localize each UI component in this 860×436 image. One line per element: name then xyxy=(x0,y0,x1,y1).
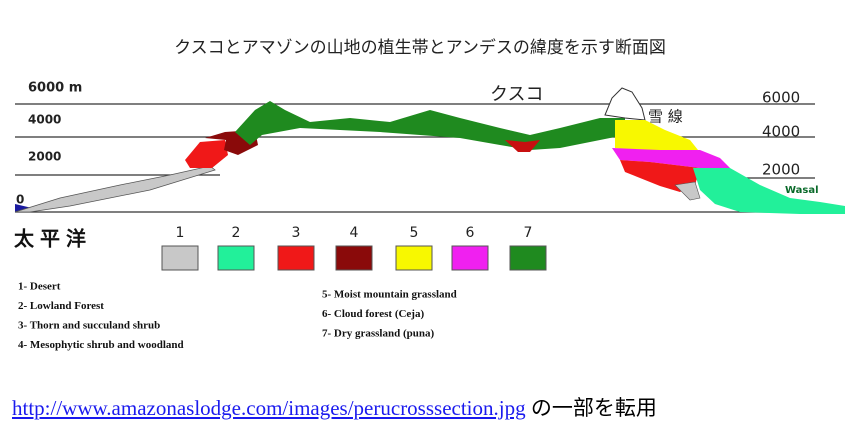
place-label: クスコ xyxy=(490,84,543,105)
legend-number: 5 xyxy=(410,225,419,241)
legend-number: 6 xyxy=(466,225,475,241)
legend-swatch xyxy=(451,245,489,271)
legend-number: 2 xyxy=(232,225,241,241)
title: クスコとアマゾンの山地の植生帯とアンデスの緯度を示す断面図 xyxy=(174,37,666,58)
legend-swatch xyxy=(277,245,315,271)
legend-text: 2- Lowland Forest xyxy=(18,300,104,312)
place-label: 雪 線 xyxy=(648,108,683,126)
legend-text: 3- Thorn and succuland shrub xyxy=(18,320,160,332)
legend-text: 4- Mesophytic shrub and woodland xyxy=(18,339,184,351)
elevation-label: 2000 xyxy=(28,150,61,164)
elevation-label: 6000 m xyxy=(28,81,82,96)
place-label: 太平洋 xyxy=(14,227,92,251)
legend-text: 5- Moist mountain grassland xyxy=(322,289,457,301)
elevation-label: 4000 xyxy=(762,123,800,141)
legend-text: 6- Cloud forest (Ceja) xyxy=(322,308,424,320)
legend-number: 7 xyxy=(524,225,533,241)
legend-swatch xyxy=(335,245,373,271)
terrain xyxy=(14,87,845,214)
legend-text: 7- Dry grassland (puna) xyxy=(322,328,434,340)
legend-swatch xyxy=(509,245,547,271)
legend-text: 1- Desert xyxy=(18,281,61,293)
legend-swatch xyxy=(395,245,433,271)
elevation-label: 4000 xyxy=(28,113,61,127)
elevation-label: 0 xyxy=(16,193,24,207)
place-label: Wasal xyxy=(785,185,819,196)
legend-number: 3 xyxy=(292,225,301,241)
legend-number: 1 xyxy=(176,225,185,241)
legend-number: 4 xyxy=(350,225,359,241)
source-link[interactable]: http://www.amazonaslodge.com/images/peru… xyxy=(12,396,526,420)
diagram: クスコとアマゾンの山地の植生帯とアンデスの緯度を示す断面図 6000 m 4000… xyxy=(14,37,845,351)
caption-suffix: の一部を転用 xyxy=(525,396,657,420)
legend-swatch xyxy=(161,245,199,271)
legend-swatch xyxy=(217,245,255,271)
elevation-label: 6000 xyxy=(762,89,800,107)
caption: http://www.amazonaslodge.com/images/peru… xyxy=(12,392,657,422)
elevation-label: 2000 xyxy=(762,161,800,179)
